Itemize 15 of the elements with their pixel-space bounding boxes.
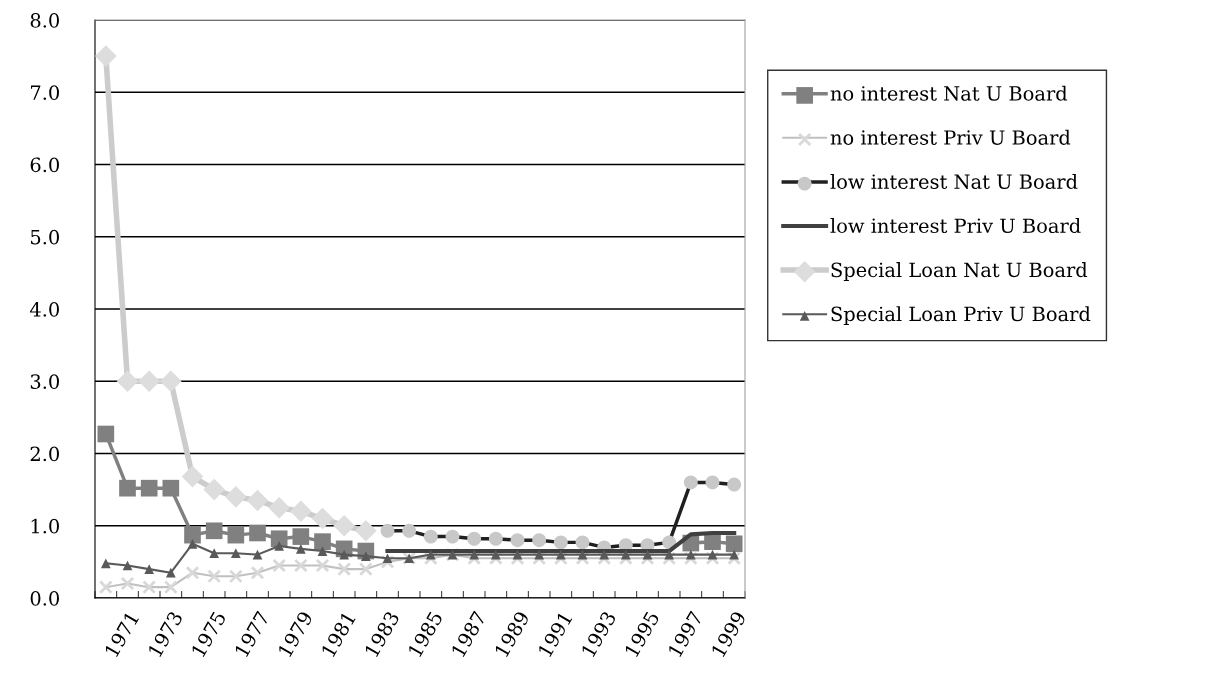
y-tick-label: 2.0 bbox=[30, 446, 59, 462]
y-tick-label: 0.0 bbox=[30, 590, 59, 606]
legend-label: low interest Nat U Board bbox=[830, 173, 1078, 189]
y-tick-label: 5.0 bbox=[31, 229, 59, 245]
y-tick-label: 3.0 bbox=[30, 374, 59, 389]
y-tick-label: 8.0 bbox=[30, 12, 59, 28]
legend-label: low interest Priv U Board bbox=[830, 218, 1081, 234]
legend-label: no interest Nat U Board bbox=[830, 85, 1068, 101]
legend-label: Special Loan Nat U Board bbox=[831, 262, 1088, 281]
legend-label: Special Loan Priv U Board bbox=[831, 306, 1091, 326]
y-tick-label: 7.0 bbox=[30, 85, 59, 100]
y-tick-label: 4.0 bbox=[29, 301, 59, 317]
y-tick-label: 6.0 bbox=[30, 157, 59, 173]
y-tick-label: 1.0 bbox=[31, 518, 59, 534]
legend-label: no interest Priv U Board bbox=[830, 129, 1071, 145]
